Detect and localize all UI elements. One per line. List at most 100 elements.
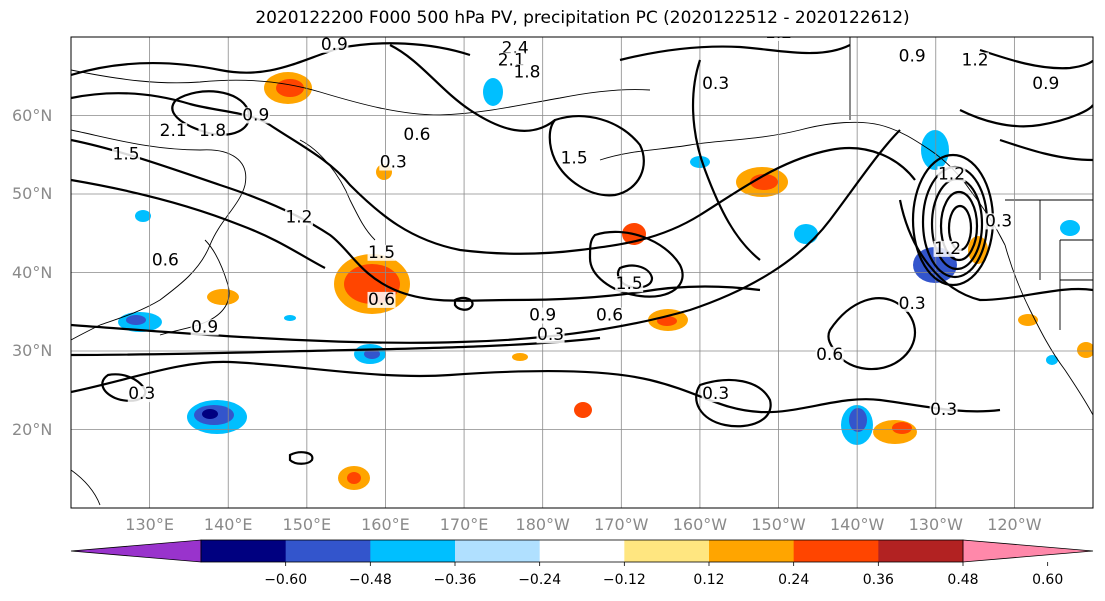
coastline-japan <box>159 239 230 336</box>
longitude-label: 160°W <box>672 515 728 534</box>
contour-label: 0.3 <box>702 384 729 404</box>
map-title: 2020122200 F000 500 hPa PV, precipitatio… <box>255 8 910 28</box>
contour-label-background <box>701 386 730 403</box>
pv-contour <box>898 199 1093 302</box>
precip-blob <box>364 349 380 359</box>
coastline-na-west <box>1004 244 1093 416</box>
contour-label: 1.2 <box>938 164 965 184</box>
contour-label-background <box>528 307 557 324</box>
colorbar-extend-max <box>962 539 1094 563</box>
precip-blob <box>574 402 592 418</box>
contour-label: 1.5 <box>561 149 588 169</box>
contour-label-background <box>112 146 141 163</box>
pv-contour <box>619 44 851 62</box>
coastline-alaska <box>599 121 1006 246</box>
colorbar-extend-min <box>70 539 202 563</box>
contour-label: 0.9 <box>1032 74 1059 94</box>
contour-label-background <box>198 123 227 140</box>
pv-contour <box>389 44 556 132</box>
contour-label: 1.5 <box>616 274 643 294</box>
precip-blob <box>892 422 912 434</box>
precip-blob <box>126 315 146 325</box>
contour-label-background <box>512 64 541 81</box>
contour-label-background <box>929 401 958 418</box>
precip-blob <box>750 174 778 190</box>
contour-label-background <box>937 166 966 183</box>
contour-label-background <box>701 76 730 93</box>
longitude-label: 180°W <box>515 515 570 534</box>
precip-blob <box>483 78 503 106</box>
precip-blob <box>284 315 296 321</box>
contour-label: 0.3 <box>702 74 729 94</box>
pv-contour <box>999 138 1093 162</box>
contour-label: 0.6 <box>403 125 430 145</box>
colorbar-segment <box>709 540 795 562</box>
contour-label: 1.2 <box>765 23 792 43</box>
precip-blob <box>794 224 818 244</box>
precip-blob <box>202 409 218 419</box>
colorbar-segment <box>878 540 964 562</box>
contour-label-background <box>367 244 396 261</box>
precip-blob <box>1018 314 1038 326</box>
contour-label: 1.8 <box>199 121 226 141</box>
contour-label-background <box>127 386 156 403</box>
longitude-label: 150°E <box>282 515 332 534</box>
colorbar-frame <box>200 539 964 563</box>
contour-label: 1.5 <box>368 243 395 263</box>
contour-label-background <box>379 154 408 171</box>
pv-contour <box>453 296 474 311</box>
contour-label: 2.1 <box>160 121 187 141</box>
longitude-label: 130°E <box>125 515 174 534</box>
contour-label: 0.6 <box>596 306 623 326</box>
colorbar-tick-label: 0.36 <box>862 572 894 588</box>
contour-label: 0.9 <box>899 47 926 67</box>
precip-blob <box>207 289 239 305</box>
colorbar-segment <box>793 540 879 562</box>
colorbar-tick-label: 0.12 <box>693 572 725 588</box>
contour-label: 0.9 <box>529 306 556 326</box>
coastline-kamchatka <box>299 139 376 241</box>
latitude-label: 50°N <box>12 184 53 203</box>
contour-label: 0.3 <box>930 400 957 420</box>
contour-label-background <box>190 319 219 336</box>
contour-label: 1.2 <box>285 207 312 227</box>
colorbar-segment <box>370 540 456 562</box>
longitude-label: 170°E <box>439 515 489 534</box>
precip-blob <box>135 210 151 222</box>
contour-label-background <box>367 291 396 308</box>
coastline-philippines <box>71 469 101 506</box>
pv-contour <box>548 115 645 197</box>
longitude-label: 120°W <box>987 515 1042 534</box>
colorbar-segment <box>539 540 625 562</box>
contour-label: 0.6 <box>368 290 395 310</box>
coastline-siberia <box>71 69 651 116</box>
colorbar-tick-label: 0.60 <box>1032 572 1064 588</box>
contour-label: 1.2 <box>934 239 961 259</box>
contour-label: 0.3 <box>128 384 155 404</box>
contour-label-background <box>961 52 990 69</box>
contour-label-background <box>984 213 1013 230</box>
colorbar-segment <box>285 540 371 562</box>
contour-label-background <box>898 48 927 65</box>
colorbar-segment <box>624 540 710 562</box>
coastline-asia <box>71 129 247 341</box>
pv-contour <box>71 92 916 255</box>
contour-label-background <box>151 252 180 269</box>
pv-contour <box>959 104 1093 128</box>
colorbar-segment <box>201 540 287 562</box>
longitude-label: 150°W <box>751 515 806 534</box>
pv-contour <box>71 42 471 77</box>
colorbar-tick-label: −0.24 <box>518 572 562 588</box>
longitude-label: 160°E <box>361 515 410 534</box>
colorbar-tick-label: 0.48 <box>947 572 979 588</box>
precip-blob <box>276 79 304 97</box>
latitude-label: 20°N <box>12 419 53 439</box>
coastlines <box>71 37 1093 506</box>
colorbar-tick-label: −0.48 <box>348 572 392 588</box>
contour-label: 1.5 <box>113 145 140 165</box>
precip-blob <box>1060 220 1080 236</box>
contour-label-background <box>595 307 624 324</box>
graticule <box>71 37 1093 508</box>
pv-contour <box>71 336 601 357</box>
